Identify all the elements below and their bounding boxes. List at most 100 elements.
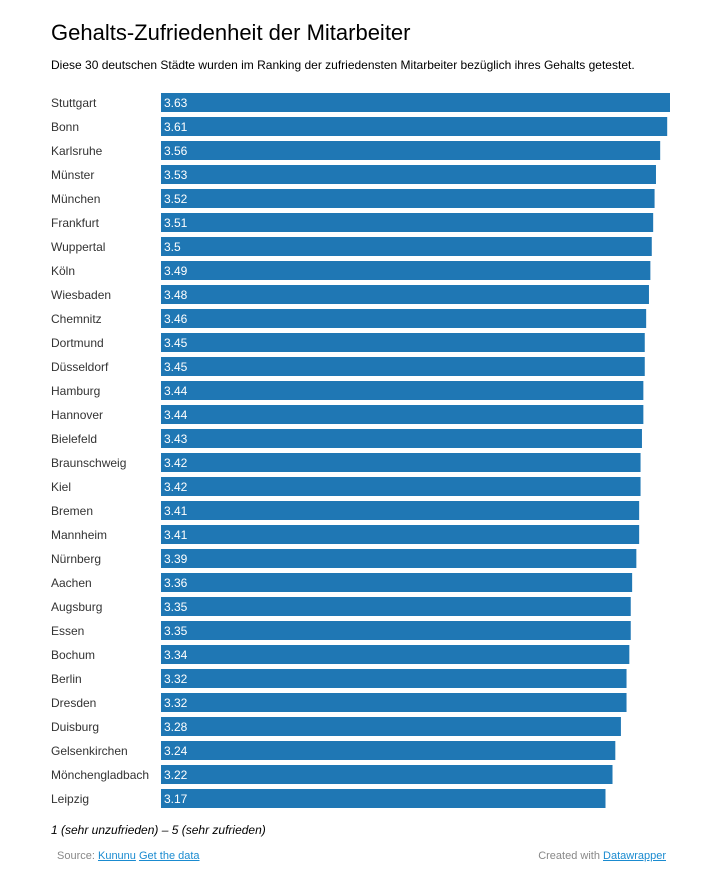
bar xyxy=(161,165,656,184)
bar xyxy=(161,93,670,112)
bar xyxy=(161,237,652,256)
category-label: Köln xyxy=(51,264,75,278)
value-label: 3.5 xyxy=(164,240,181,254)
category-label: Chemnitz xyxy=(51,312,102,326)
value-label: 3.43 xyxy=(164,432,188,446)
value-label: 3.41 xyxy=(164,504,188,518)
value-label: 3.17 xyxy=(164,792,188,806)
value-label: 3.42 xyxy=(164,480,188,494)
bar xyxy=(161,669,627,688)
bar xyxy=(161,621,631,640)
value-label: 3.63 xyxy=(164,96,188,110)
category-label: Duisburg xyxy=(51,720,99,734)
category-label: Bremen xyxy=(51,504,93,518)
value-label: 3.32 xyxy=(164,696,188,710)
value-label: 3.35 xyxy=(164,600,188,614)
category-label: Aachen xyxy=(51,576,92,590)
value-label: 3.52 xyxy=(164,192,188,206)
category-label: Mönchengladbach xyxy=(51,768,149,782)
bar xyxy=(161,405,644,424)
bar xyxy=(161,117,668,136)
value-label: 3.39 xyxy=(164,552,188,566)
bar xyxy=(161,285,649,304)
value-label: 3.24 xyxy=(164,744,188,758)
value-label: 3.36 xyxy=(164,576,188,590)
category-label: Bielefeld xyxy=(51,432,97,446)
category-label: Düsseldorf xyxy=(51,360,109,374)
bar xyxy=(161,453,641,472)
value-label: 3.45 xyxy=(164,360,188,374)
value-label: 3.44 xyxy=(164,408,188,422)
bar xyxy=(161,189,655,208)
created-label: Created with xyxy=(538,850,600,862)
category-label: Mannheim xyxy=(51,528,107,542)
get-data-link[interactable]: Get the data xyxy=(138,850,200,862)
value-label: 3.51 xyxy=(164,216,188,230)
bar xyxy=(161,309,647,328)
chart-title: Gehalts-Zufriedenheit der Mitarbeiter xyxy=(51,20,411,45)
value-label: 3.42 xyxy=(164,456,188,470)
bar xyxy=(161,357,645,376)
bar xyxy=(161,549,637,568)
category-label: Stuttgart xyxy=(51,96,97,110)
source-label: Source: xyxy=(57,850,95,862)
value-label: 3.46 xyxy=(164,312,188,326)
bar xyxy=(161,213,654,232)
bar xyxy=(161,381,644,400)
value-label: 3.28 xyxy=(164,720,188,734)
credit-footer: Created with Datawrapper xyxy=(538,850,666,862)
value-label: 3.49 xyxy=(164,264,188,278)
bar xyxy=(161,765,613,784)
value-label: 3.34 xyxy=(164,648,188,662)
bar xyxy=(161,429,642,448)
category-label: Dresden xyxy=(51,696,96,710)
category-label: Gelsenkirchen xyxy=(51,744,128,758)
bar xyxy=(161,141,661,160)
bar xyxy=(161,525,640,544)
category-label: Münster xyxy=(51,168,94,182)
value-label: 3.41 xyxy=(164,528,188,542)
value-label: 3.44 xyxy=(164,384,188,398)
bar xyxy=(161,741,616,760)
category-label: Augsburg xyxy=(51,600,102,614)
value-label: 3.22 xyxy=(164,768,188,782)
category-label: Karlsruhe xyxy=(51,144,103,158)
bar xyxy=(161,693,627,712)
chart-subtitle: Diese 30 deutschen Städte wurden im Rank… xyxy=(51,58,635,72)
value-label: 3.56 xyxy=(164,144,188,158)
category-label: München xyxy=(51,192,100,206)
source-link[interactable]: Kununu xyxy=(97,850,136,862)
value-label: 3.53 xyxy=(164,168,188,182)
bar xyxy=(161,717,621,736)
value-label: 3.48 xyxy=(164,288,188,302)
bar xyxy=(161,597,631,616)
value-label: 3.35 xyxy=(164,624,188,638)
category-label: Nürnberg xyxy=(51,552,101,566)
category-label: Bonn xyxy=(51,120,79,134)
category-label: Wiesbaden xyxy=(51,288,111,302)
bar xyxy=(161,333,645,352)
category-label: Essen xyxy=(51,624,84,638)
datawrapper-link[interactable]: Datawrapper xyxy=(603,850,666,862)
bar xyxy=(161,645,630,664)
value-label: 3.61 xyxy=(164,120,188,134)
category-label: Braunschweig xyxy=(51,456,126,470)
value-label: 3.45 xyxy=(164,336,188,350)
category-label: Hannover xyxy=(51,408,103,422)
category-label: Hamburg xyxy=(51,384,100,398)
category-label: Leipzig xyxy=(51,792,89,806)
source-footer: Source: Kununu Get the data xyxy=(57,850,200,862)
category-label: Berlin xyxy=(51,672,82,686)
category-label: Frankfurt xyxy=(51,216,100,230)
category-label: Bochum xyxy=(51,648,95,662)
value-label: 3.32 xyxy=(164,672,188,686)
category-label: Dortmund xyxy=(51,336,104,350)
bar xyxy=(161,501,640,520)
bar xyxy=(161,789,606,808)
bar xyxy=(161,573,633,592)
bar xyxy=(161,477,641,496)
scale-note: 1 (sehr unzufrieden) – 5 (sehr zufrieden… xyxy=(51,823,266,837)
category-label: Kiel xyxy=(51,480,71,494)
bar xyxy=(161,261,651,280)
